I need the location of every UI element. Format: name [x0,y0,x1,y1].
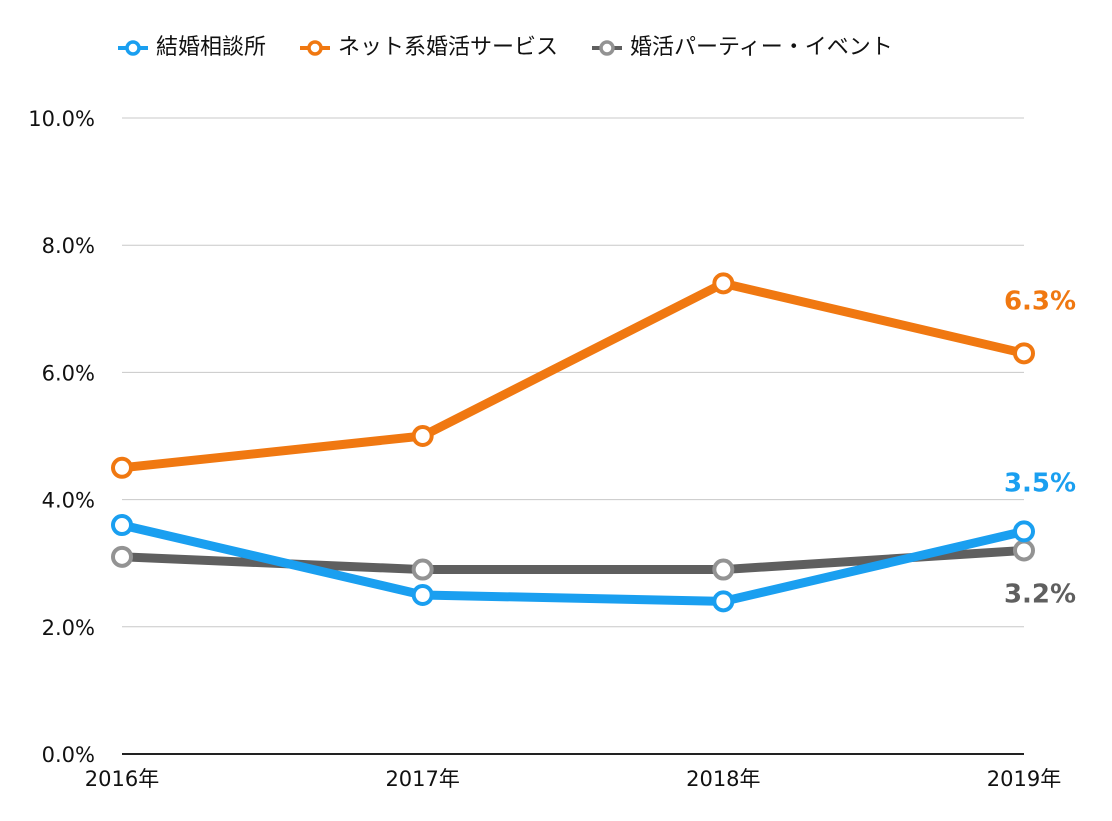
series-lines [111,272,1035,613]
end-value-label: 3.5% [1004,468,1076,498]
y-tick-label: 0.0% [42,743,95,767]
data-point [1013,520,1035,543]
x-tick-label: 2017年 [385,767,459,791]
series-line [117,520,1029,606]
data-point [411,558,434,581]
legend-label-marriage-agency: 結婚相談所 [156,35,267,60]
legend-swatch-online-service [300,40,331,56]
data-point [712,590,735,613]
legend-item-marriage-agency: 結婚相談所 [118,33,266,63]
legend-swatch-party-event [592,40,623,56]
y-tick-label: 8.0% [42,234,95,258]
y-tick-label: 6.0% [42,361,95,385]
x-tick-label: 2019年 [987,767,1061,791]
data-point [111,514,133,537]
data-point [712,558,735,581]
y-axis-ticks: 0.0% 2.0% 4.0% 6.0% 8.0% 10.0% [28,107,95,767]
legend-swatch-marriage-agency [118,40,148,56]
data-point [1013,342,1035,365]
legend-item-party-event: 婚活パーティー・イベント [592,33,893,63]
legend-label-party-event: 婚活パーティー・イベント [630,35,893,60]
chart-legend: 結婚相談所 ネット系婚活サービス 婚活パーティー・イベント [118,33,893,63]
x-tick-label: 2016年 [85,767,159,791]
data-point [411,584,434,606]
data-point [111,456,133,479]
end-value-label: 6.3% [1004,286,1076,316]
y-tick-label: 2.0% [42,616,95,640]
y-tick-label: 4.0% [42,489,95,513]
data-point [712,272,735,295]
x-axis-ticks: 2016年 2017年 2018年 2019年 [85,767,1061,791]
gridlines [122,117,1024,755]
series-line [117,278,1029,473]
data-point [1013,539,1035,562]
x-tick-label: 2018年 [686,767,760,791]
legend-item-online-service: ネット系婚活サービス [300,33,558,63]
legend-label-online-service: ネット系婚活サービス [338,35,559,60]
end-value-label: 3.2% [1004,579,1076,609]
end-value-labels: 3.5% 6.3% 3.2% [1004,286,1076,609]
y-tick-label: 10.0% [28,107,95,131]
data-point [111,545,133,568]
data-point [411,425,434,447]
